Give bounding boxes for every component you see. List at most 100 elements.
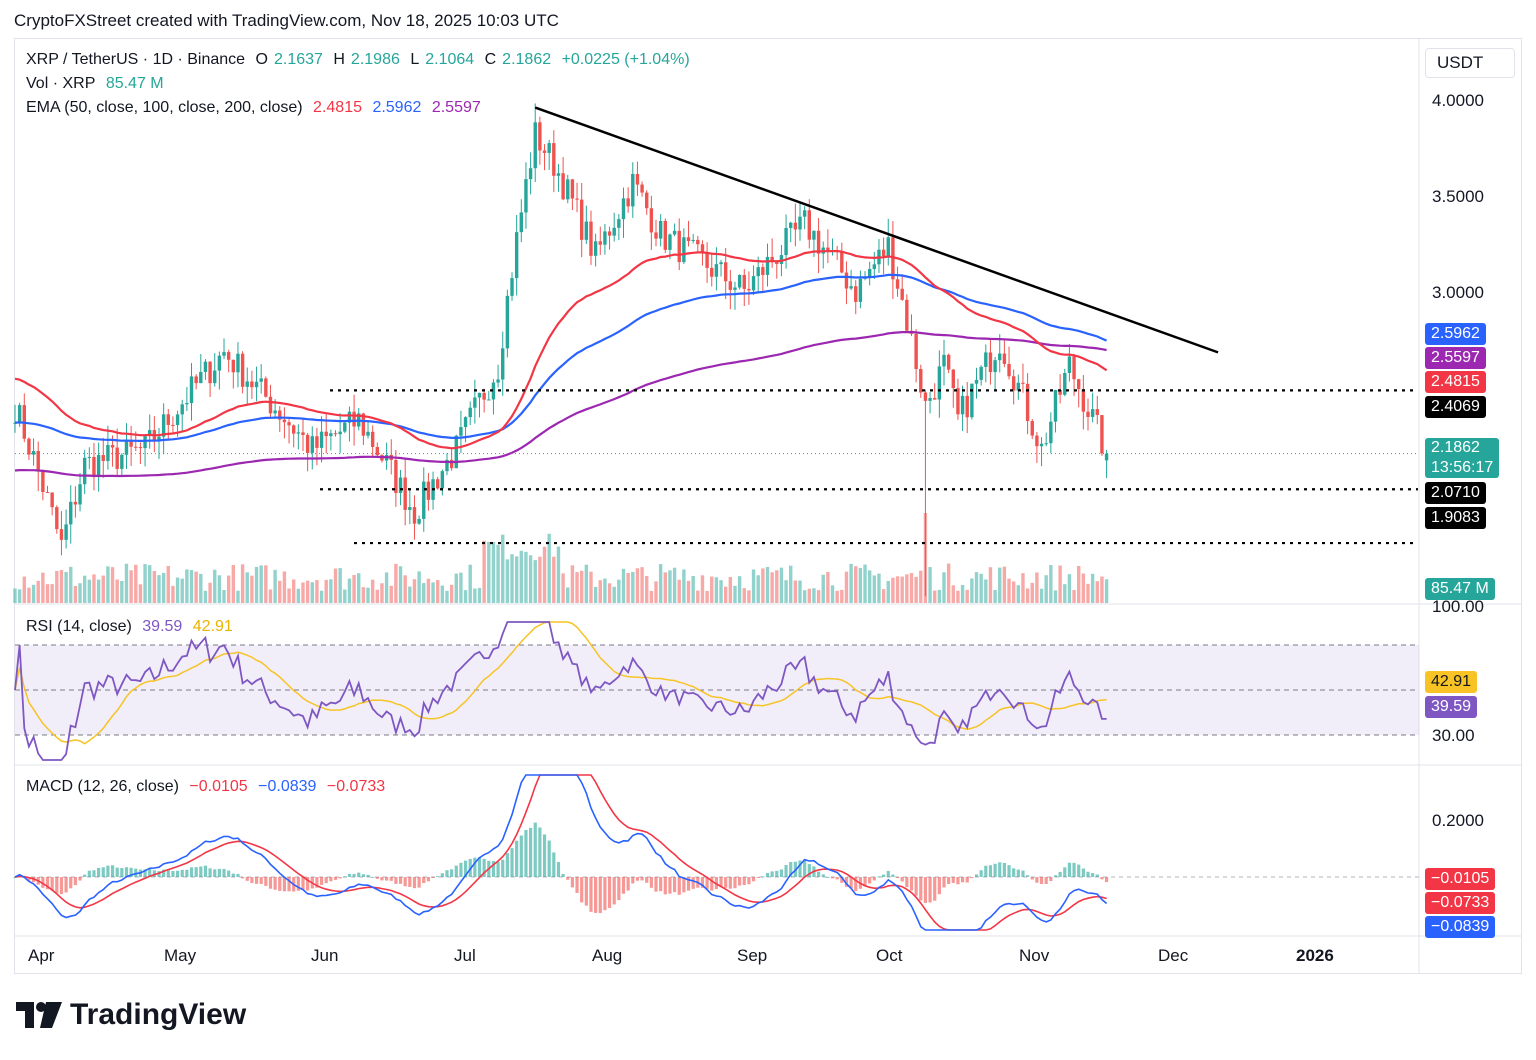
volume-bar [315,580,319,603]
macd-histogram-bar [185,869,189,877]
candle [677,218,681,271]
candle-body [501,348,505,380]
rsi-tag: 39.59 [1425,696,1478,718]
candle [933,383,937,400]
volume-bar [264,565,268,603]
chart-frame [14,38,1522,974]
last-price-value: 2.1862 [1431,439,1480,456]
candle [101,437,105,478]
candle [742,268,746,307]
candle [1058,374,1062,404]
volume-bar [366,587,370,603]
candle-body [208,361,212,384]
volume-bar [1058,565,1062,603]
candle-body [273,410,277,414]
candle [338,413,342,454]
volume-bar [533,560,537,603]
macd-histogram-bar [947,877,951,884]
candle-body [259,378,263,382]
macd-histogram-bar [738,877,742,886]
candle-body [482,392,486,400]
macd-histogram-bar [951,877,955,883]
candle [710,252,714,287]
macd-histogram-bar [561,873,565,877]
candle [621,187,626,238]
candle-body [64,524,68,540]
macd-histogram-bar [835,877,839,880]
volume-bar [422,583,426,603]
volume-bar [737,576,742,603]
candle [723,247,728,300]
macd-histogram-bar [765,872,770,877]
macd-histogram-bar [282,877,287,892]
volume-bar [793,580,798,603]
candle [756,256,760,292]
volume-bar [347,578,352,603]
candle [69,485,73,544]
candle-body [984,352,988,367]
volume-bar [115,579,119,603]
candle-body [696,239,700,245]
candle-body [854,286,858,302]
candle [203,359,208,380]
volume-bar [956,590,960,603]
candle-body [254,381,259,388]
macd-histogram-bar [450,869,454,877]
candle-body [775,261,779,264]
volume-bar [1035,572,1039,603]
volume-bar [138,584,143,603]
macd-histogram-bar [1030,877,1034,880]
candle-body [1053,390,1058,422]
volume-bar [552,556,556,603]
volume-bar [854,566,858,603]
candle-body [552,143,556,176]
level-tag-support: 2.0710 [1425,482,1486,504]
volume-bar [324,579,328,603]
macd-histogram-bar [315,877,319,888]
candle [728,269,733,310]
volume-bar [1030,582,1034,603]
open-label: O 2.1637 [255,51,323,68]
rsi-ma-line [14,621,1107,745]
candle-body [1067,356,1072,373]
candle [547,139,551,170]
candle-body [761,267,765,275]
candle-body [417,518,421,524]
macd-histogram-bar [770,871,774,877]
currency-button[interactable]: USDT [1425,48,1515,78]
macd-histogram-bar [329,877,333,882]
candle [686,220,691,247]
candle [1067,344,1072,382]
tradingview-logo[interactable]: TradingView [16,998,246,1032]
macd-histogram-bar [217,868,221,877]
volume-bar [784,580,788,603]
candle [1077,378,1081,408]
candle-body [1090,409,1095,417]
candle [770,238,774,268]
candle [45,485,50,494]
volume-bar [1002,566,1007,603]
candle [867,261,872,286]
macd-histogram-bar [445,870,449,877]
macd-histogram-bar [222,868,226,877]
volume-bar [143,564,147,603]
volume-bar [528,555,533,603]
candle [640,181,644,197]
macd-histogram-bar [686,877,691,891]
candle-body [203,361,208,372]
candle [482,388,486,413]
macd-histogram-bar [747,877,751,885]
candle-body [315,436,319,448]
candle-body [55,507,59,530]
volume-bar [863,564,867,603]
volume-bar [343,589,347,603]
candle-body [199,371,203,384]
macd-histogram-bar [705,877,709,890]
candle [347,406,352,442]
macd-histogram-bar [426,877,431,882]
volume-bar [1095,581,1099,603]
candle [645,190,649,215]
candle-body [928,398,932,401]
volume-bar [152,571,157,603]
